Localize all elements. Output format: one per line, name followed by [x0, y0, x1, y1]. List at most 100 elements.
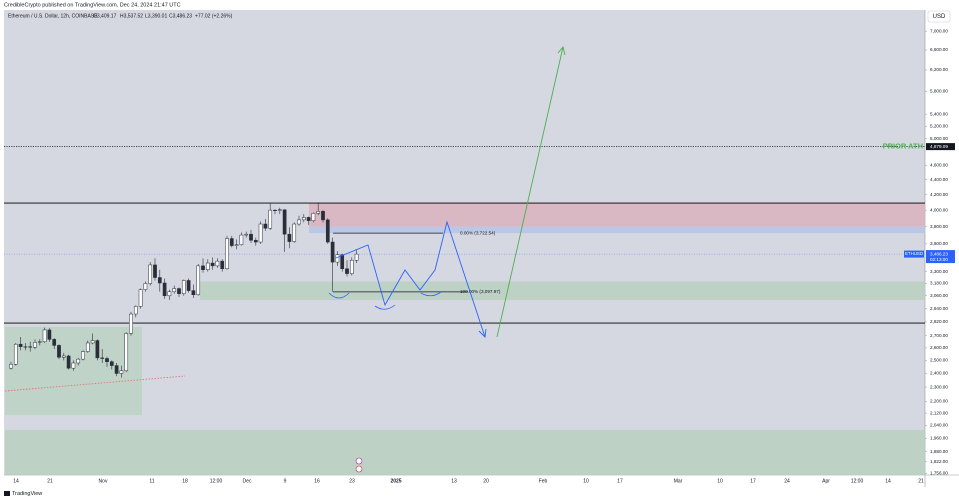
candle-body [124, 333, 129, 372]
currency-button[interactable] [927, 10, 951, 23]
candle-body [61, 355, 66, 358]
candle-body [335, 254, 340, 263]
candle-body [234, 244, 239, 246]
y-tick-label: 1,756.00 [930, 471, 948, 476]
candle-body [191, 290, 196, 295]
x-tick-label: Feb [539, 478, 548, 484]
zone [309, 226, 925, 234]
y-tick-label: 4,600.00 [930, 163, 948, 168]
candle-body [297, 219, 301, 225]
y-tick-label: 5,800.00 [930, 89, 948, 94]
ohlc-low: L3,390.01 [145, 13, 167, 19]
y-tick-label: 5,400.00 [930, 111, 948, 116]
candle-body [138, 289, 143, 307]
x-tick-label: 16 [314, 478, 320, 484]
candle-body [181, 280, 186, 294]
y-tick-label: 3,060.00 [930, 293, 948, 298]
candle-body [330, 241, 335, 263]
y-tick-label: 2,600.00 [930, 345, 948, 350]
candle-body [311, 213, 316, 221]
candle-body [143, 283, 148, 290]
candle-body [13, 343, 18, 365]
candle-body [282, 209, 287, 235]
candle-body [263, 223, 268, 229]
candle-body [301, 217, 306, 221]
candle-body [18, 343, 23, 347]
event-icon[interactable] [355, 465, 363, 473]
y-tick-label: 6,200.00 [930, 67, 948, 72]
ohlc-change: +77.02 (+2.26%) [195, 13, 233, 19]
candle-body [268, 209, 273, 229]
ohlc-close: C3,486.23 [169, 13, 192, 19]
candle-body [90, 340, 95, 344]
drawing-layer: PRIOR ATH 0.00% (3,722.54) 100.00% (3,097.… [4, 142, 925, 475]
candle-body [215, 260, 220, 267]
low-arc [420, 291, 442, 297]
candle-body [306, 217, 311, 221]
candle-body [9, 364, 13, 369]
event-icon[interactable] [355, 457, 363, 465]
currency[interactable]: USD [933, 14, 946, 20]
x-tick-label: 2025 [390, 478, 401, 484]
candle-body [100, 357, 105, 359]
y-tick-label: 3,800.00 [930, 224, 948, 229]
candle-body [292, 223, 297, 242]
low-arc [374, 304, 396, 310]
candle-body [287, 233, 292, 242]
candle-body [28, 346, 33, 348]
candle-body [244, 233, 249, 236]
y-tick-label: 4,200.00 [930, 192, 948, 197]
x-tick-label: 24 [784, 478, 790, 484]
candle-body [205, 262, 210, 270]
y-tick-label: 1,822.00 [930, 459, 948, 464]
candle-body [172, 288, 177, 292]
candle-body [42, 329, 47, 343]
projection-path [335, 220, 486, 338]
candle-body [157, 277, 162, 284]
candle-body [277, 209, 282, 211]
candle-body [229, 238, 234, 246]
x-tick-label: 18 [182, 478, 188, 484]
candle-body [321, 211, 325, 221]
x-tick-label: 17 [750, 478, 756, 484]
publisher-header: CredibleCrypto published on TradingView.… [4, 2, 181, 8]
y-tick-label: 2,700.00 [930, 333, 948, 338]
x-tick-label: Mar [674, 478, 683, 484]
symbol-tag [904, 250, 924, 258]
footer-logo [4, 491, 10, 496]
candle-body [23, 346, 28, 348]
candle-body [345, 268, 349, 274]
y-tick-label: 4,000.00 [930, 207, 948, 212]
y-tick-label: 2,120.00 [930, 410, 948, 415]
prior-ath-label: PRIOR ATH [883, 142, 923, 151]
x-tick-label: 20 [483, 478, 489, 484]
x-tick-label: 12:00 [210, 478, 223, 484]
candle-body [47, 329, 52, 340]
y-tick-label: 2,400.00 [930, 371, 948, 376]
candle-body [85, 342, 90, 352]
x-tick-label: 11 [149, 478, 154, 484]
y-tick-label: 2,500.00 [930, 358, 948, 363]
fib-label: 0.00% (3,722.54) [460, 230, 496, 235]
prior-ath-price: 4,879.09 [930, 144, 948, 149]
candle-body [105, 358, 109, 362]
target-arrow [496, 46, 564, 338]
y-tick-label: 4,400.00 [930, 177, 948, 182]
candle-body [57, 345, 61, 358]
candle-body [153, 264, 157, 278]
candle-body [66, 355, 71, 369]
candle-body [133, 306, 138, 315]
candle-body [37, 341, 42, 343]
target-arrowhead [557, 46, 566, 56]
x-tick-label: 10 [583, 478, 589, 484]
candle-body [81, 351, 85, 360]
x-tick-label: Nov [99, 478, 108, 484]
candle-body [340, 254, 345, 269]
candle-body [129, 313, 133, 334]
candle-body [148, 264, 153, 284]
y-tick-label: 6,600.00 [930, 47, 948, 52]
ohlc-high: H3,537.52 [120, 13, 143, 19]
candle-body [186, 280, 191, 291]
y-tick-label: 1,960.00 [930, 435, 948, 440]
